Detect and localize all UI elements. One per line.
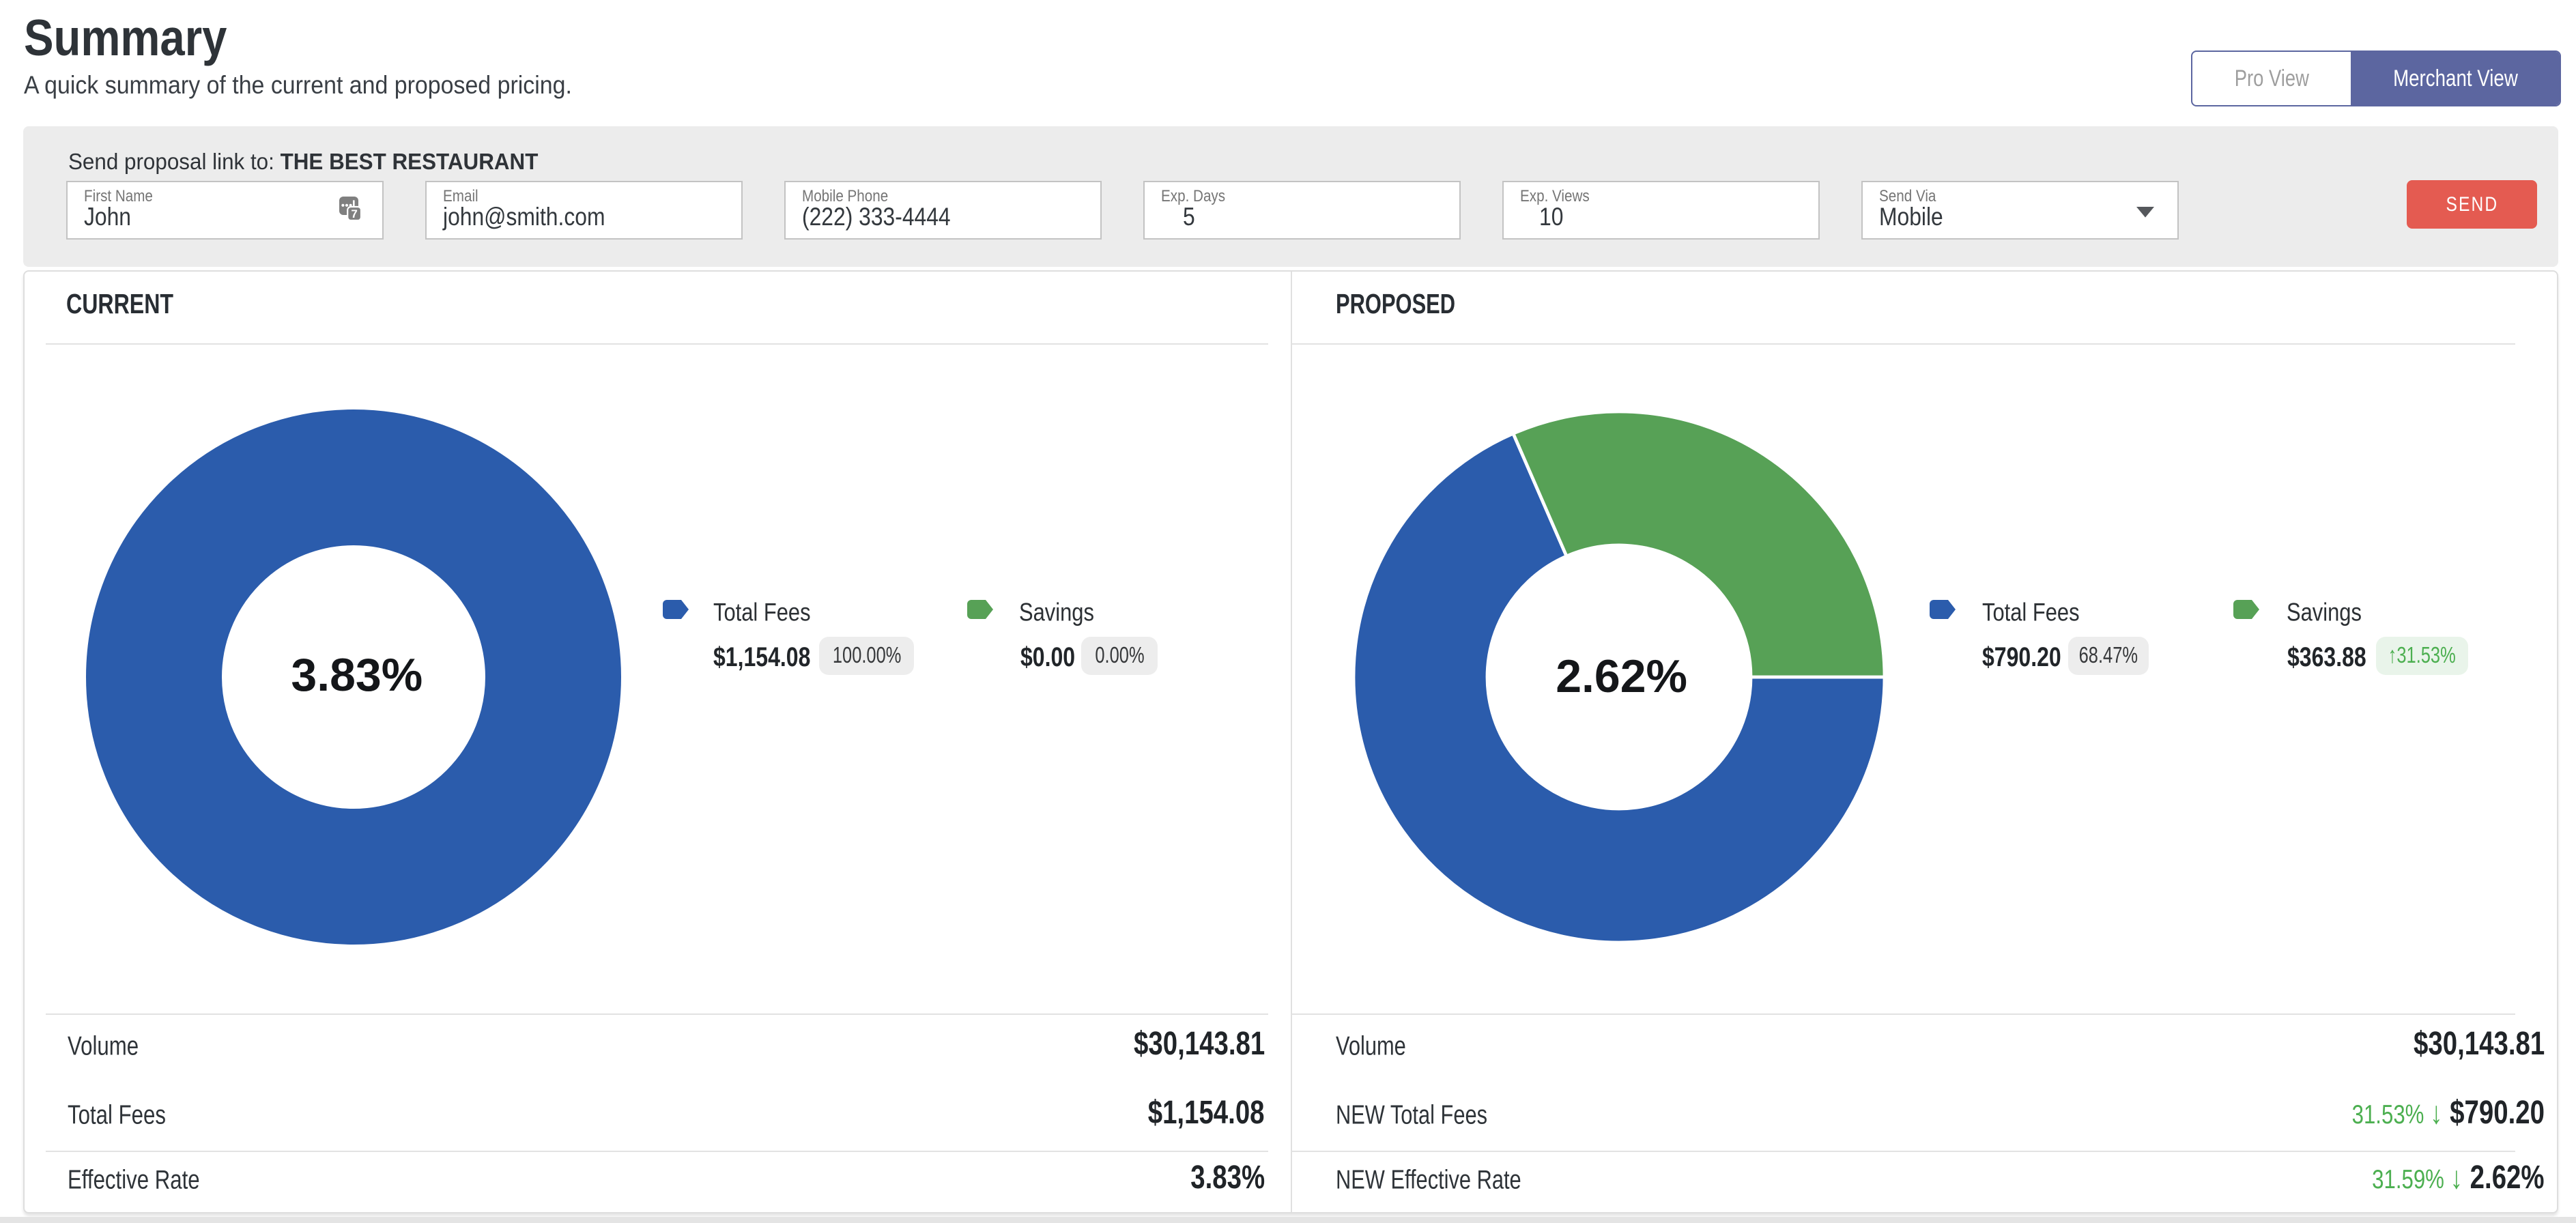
svg-text:7: 7 — [351, 207, 357, 220]
